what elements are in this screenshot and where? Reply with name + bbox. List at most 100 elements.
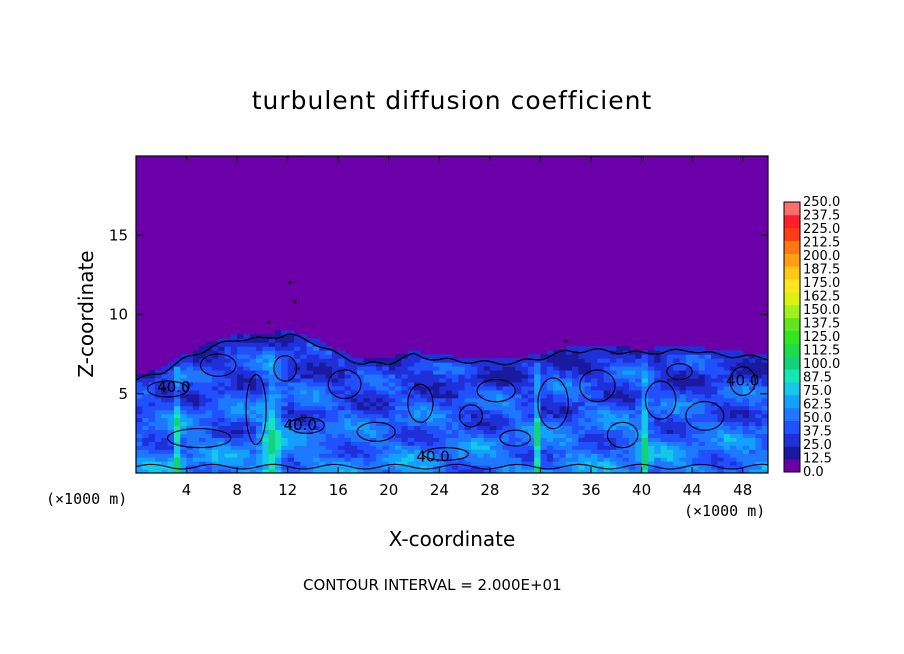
field-cell [154,409,162,415]
field-cell [572,437,579,442]
field-cell [635,350,643,355]
field-cell [439,405,447,411]
field-cell [161,465,169,470]
field-cell [647,445,655,450]
field-cell [521,393,529,399]
field-cell [363,409,371,415]
field-cell [275,421,282,427]
colorbar-label: 137.5 [803,317,840,332]
field-cell [186,433,194,438]
field-cell [325,397,333,403]
field-cell [142,409,150,415]
field-cell [243,465,251,470]
field-cell [262,469,270,473]
field-cell [161,377,169,383]
field-cell [717,445,725,450]
field-cell [584,362,592,367]
field-cell [647,385,655,391]
field-cell [363,393,371,399]
field-cell [268,445,276,450]
field-cell [717,457,725,462]
field-cell [325,465,333,470]
field-cell [641,369,649,375]
field-cell [205,377,213,383]
field-cell [382,385,390,391]
field-cell [553,366,561,371]
field-cell [572,453,579,458]
field-cell [489,413,497,419]
field-cell [622,381,630,387]
field-cell [287,441,295,446]
field-cell [704,366,712,371]
field-cell [527,377,535,383]
field-cell [534,389,542,395]
field-cell [401,417,409,423]
field-cell [717,433,725,438]
field-cell [635,433,643,438]
field-cell [616,385,624,391]
field-cell [521,461,529,466]
field-cell [275,445,282,450]
field-cell [761,457,768,462]
field-cell [489,401,497,407]
field-cell [205,441,213,446]
field-cell [477,445,485,450]
field-cell [742,397,750,403]
field-cell [357,417,365,423]
field-cell [136,437,143,442]
field-cell [452,417,459,423]
field-cell [224,409,232,415]
field-cell [230,354,238,359]
field-cell [199,469,207,473]
field-cell [553,373,561,379]
field-cell [331,469,339,473]
field-cell [723,441,731,446]
field-cell [167,425,175,431]
field-cell [622,369,630,375]
field-cell [382,377,390,383]
field-cell [154,429,162,434]
field-cell [319,385,327,391]
contour-loop [245,374,267,446]
field-cell [477,385,485,391]
field-cell [420,469,428,473]
field-cell [249,425,257,431]
colorbar-swatch [784,369,800,383]
field-cell [363,401,371,407]
field-cell [319,342,327,347]
field-cell [268,358,276,363]
field-cell [401,362,409,367]
field-cell [230,373,238,379]
field-cell [534,373,542,379]
field-cell [622,437,630,442]
field-cell [180,465,188,470]
field-cell [243,350,251,355]
field-cell [294,389,301,395]
x-tick-label: 12 [278,481,297,499]
field-cell [167,453,175,458]
field-cell [584,381,592,387]
field-cell [742,401,750,407]
field-cell [136,409,143,415]
field-cell [673,457,681,462]
field-cell [331,417,339,423]
colorbar-label: 175.0 [803,276,840,291]
field-cell [761,421,768,427]
field-cell [559,362,567,367]
field-cell [508,449,516,454]
colorbar-label: 75.0 [803,384,832,399]
field-cell [622,362,630,367]
field-cell [148,445,156,450]
field-cell [489,445,497,450]
field-cell [717,350,725,355]
field-cell [180,377,188,383]
field-cell [205,373,213,379]
field-cell [154,385,162,391]
field-cell [344,449,352,454]
field-cell [711,366,719,371]
field-cell [306,413,314,419]
field-cell [616,413,624,419]
field-cell [610,358,617,363]
field-cell [350,405,358,411]
field-cell [559,405,567,411]
